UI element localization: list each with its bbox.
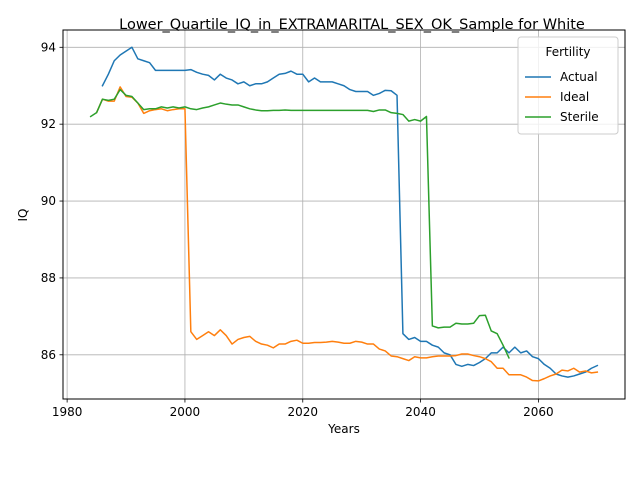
series-line-sterile (89, 88, 510, 359)
x-tick-label: 2060 (523, 405, 554, 419)
x-tick-label: 2000 (170, 405, 201, 419)
x-axis: 1980 2000 2020 2040 2060 (52, 399, 554, 419)
legend-title: Fertility (545, 45, 590, 59)
x-tick-label: 2020 (287, 405, 318, 419)
y-tick-label: 88 (41, 271, 56, 285)
y-tick-label: 94 (41, 40, 56, 54)
chart-title: Lower_Quartile_IQ_in_EXTRAMARITAL_SEX_OK… (119, 17, 585, 33)
legend-label-actual: Actual (560, 70, 598, 84)
x-tick-label: 1980 (52, 405, 83, 419)
y-tick-label: 90 (41, 194, 56, 208)
series-line-ideal (95, 86, 599, 382)
y-axis-label: IQ (16, 209, 30, 222)
y-tick-label: 86 (41, 348, 56, 362)
x-axis-label: Years (327, 422, 360, 436)
legend-label-ideal: Ideal (560, 90, 589, 104)
legend: Fertility Actual Ideal Sterile (517, 36, 619, 135)
series-layer (89, 46, 599, 382)
plot-frame (62, 29, 626, 400)
legend-box (517, 36, 619, 135)
legend-label-sterile: Sterile (560, 110, 599, 124)
x-tick-label: 2040 (405, 405, 436, 419)
y-axis: 86 88 90 92 94 (41, 40, 63, 362)
y-tick-label: 92 (41, 117, 56, 131)
series-line-actual (101, 46, 599, 378)
legend-entries: Actual Ideal Sterile (525, 70, 599, 124)
